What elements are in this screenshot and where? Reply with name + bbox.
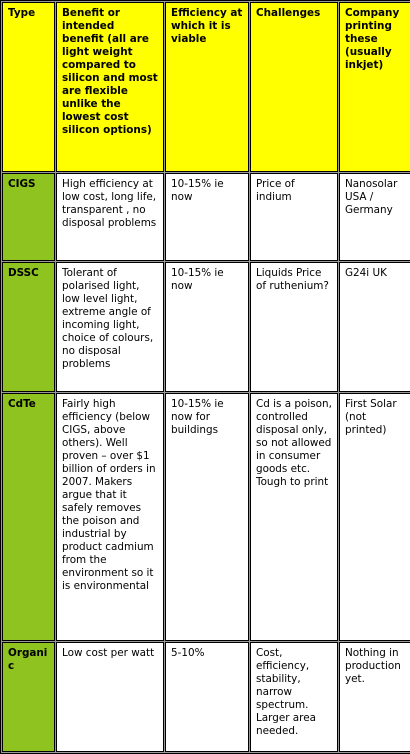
table-row: CIGS High efficiency at low cost, long li… <box>2 173 410 261</box>
table-cell: Cd is a poison, controlled disposal only… <box>250 393 338 641</box>
table-cell: Liquids Price of ruthenium? <box>250 262 338 392</box>
table-cell: High efficiency at low cost, long life, … <box>56 173 164 261</box>
header-cell: Company printing these (usually inkjet) <box>339 2 410 172</box>
header-cell: Benefit or intended benefit (all are lig… <box>56 2 164 172</box>
table-cell: Price of indium <box>250 173 338 261</box>
table-cell: Fairly high efficiency (below CIGS, abov… <box>56 393 164 641</box>
table-cell: 5-10% <box>165 642 249 752</box>
table-cell: Cost, efficiency, stability, narrow spec… <box>250 642 338 752</box>
table-cell: 10-15% ie now <box>165 262 249 392</box>
table-cell: 10-15% ie now <box>165 173 249 261</box>
table-cell: G24i UK <box>339 262 410 392</box>
table-row: CdTe Fairly high efficiency (below CIGS, … <box>2 393 410 641</box>
table-row: Organic Low cost per watt 5-10% Cost, effic… <box>2 642 410 752</box>
type-cell: CdTe <box>2 393 55 641</box>
table-cell: Nothing in production yet. <box>339 642 410 752</box>
table-row: DSSC Tolerant of polarised light, low lev… <box>2 262 410 392</box>
table-cell: 10-15% ie now for buildings <box>165 393 249 641</box>
type-cell: CIGS <box>2 173 55 261</box>
table-cell: Tolerant of polarised light, low level l… <box>56 262 164 392</box>
table-cell: Nanosolar USA / Germany <box>339 173 410 261</box>
header-cell: Type <box>2 2 55 172</box>
header-row: Type Benefit or intended benefit (all are… <box>2 2 410 172</box>
header-cell: Efficiency at which it is viable <box>165 2 249 172</box>
table-cell: First Solar (not printed) <box>339 393 410 641</box>
header-cell: Challenges <box>250 2 338 172</box>
table-cell: Low cost per watt <box>56 642 164 752</box>
type-cell: Organic <box>2 642 55 752</box>
type-cell: DSSC <box>2 262 55 392</box>
table-body: CIGS High efficiency at low cost, long li… <box>2 173 410 752</box>
